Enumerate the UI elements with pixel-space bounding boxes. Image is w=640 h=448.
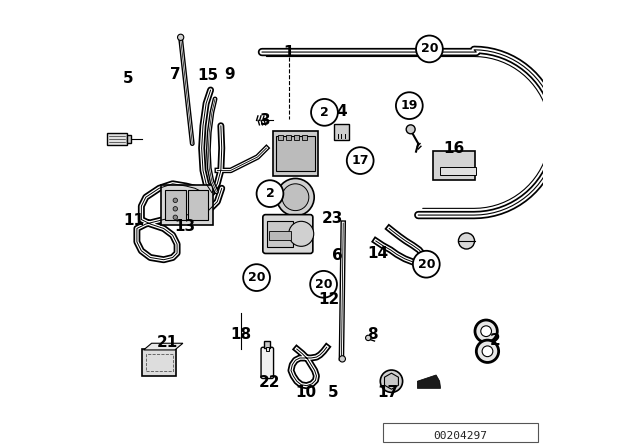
Text: 22: 22 [259,375,281,390]
Text: 5: 5 [123,71,133,86]
Text: 19: 19 [401,99,418,112]
Circle shape [276,178,314,216]
Circle shape [282,184,309,211]
Polygon shape [385,373,399,389]
FancyBboxPatch shape [273,131,318,176]
Circle shape [380,370,403,392]
Text: 20: 20 [417,258,435,271]
FancyBboxPatch shape [294,135,300,140]
FancyBboxPatch shape [107,133,127,146]
Text: 3: 3 [260,113,271,128]
FancyBboxPatch shape [302,135,307,140]
Text: 00204297: 00204297 [434,431,488,441]
Text: 10: 10 [295,385,316,401]
Circle shape [347,147,374,174]
Text: 21: 21 [157,335,178,350]
Circle shape [243,264,270,291]
Text: 23: 23 [322,211,343,226]
Circle shape [482,346,493,357]
Text: 12: 12 [318,293,340,307]
Circle shape [257,180,284,207]
Text: 13: 13 [175,219,196,234]
FancyBboxPatch shape [266,347,269,351]
Text: 2: 2 [490,332,500,348]
Text: 8: 8 [367,327,378,342]
Circle shape [406,125,415,134]
Text: 2: 2 [320,106,329,119]
Circle shape [481,326,492,336]
Text: 20: 20 [315,278,332,291]
Text: 7: 7 [170,67,180,82]
Circle shape [396,92,423,119]
Text: 9: 9 [225,67,235,82]
Text: 20: 20 [420,43,438,56]
Text: 2: 2 [266,187,275,200]
Text: 17: 17 [351,154,369,167]
Text: 18: 18 [230,327,251,342]
FancyBboxPatch shape [334,125,349,140]
FancyBboxPatch shape [278,135,284,140]
FancyBboxPatch shape [127,135,131,143]
Circle shape [289,221,314,246]
Polygon shape [143,343,183,350]
Circle shape [475,320,497,342]
FancyBboxPatch shape [440,167,476,175]
Circle shape [339,356,346,362]
Text: 4: 4 [336,104,347,119]
FancyBboxPatch shape [269,231,291,240]
FancyBboxPatch shape [286,135,291,140]
FancyBboxPatch shape [261,347,273,379]
Text: 6: 6 [332,248,342,263]
Circle shape [173,207,177,211]
Circle shape [310,271,337,297]
Circle shape [177,34,184,40]
FancyBboxPatch shape [276,137,315,171]
FancyBboxPatch shape [161,185,213,225]
Circle shape [311,99,338,126]
Circle shape [476,340,499,362]
Circle shape [173,215,177,220]
FancyBboxPatch shape [268,221,293,247]
FancyBboxPatch shape [188,190,209,220]
Text: 11: 11 [123,213,144,228]
Circle shape [365,335,371,340]
FancyBboxPatch shape [433,151,475,180]
Polygon shape [417,375,440,388]
Text: 5: 5 [328,385,339,401]
Text: 1: 1 [284,44,294,60]
Text: 17: 17 [378,385,399,401]
FancyBboxPatch shape [164,190,186,220]
Circle shape [458,233,474,249]
Text: 15: 15 [197,68,218,83]
Text: 16: 16 [444,141,465,155]
Text: 20: 20 [248,271,266,284]
FancyBboxPatch shape [264,341,271,348]
Circle shape [416,35,443,62]
Text: 14: 14 [367,246,388,261]
FancyBboxPatch shape [142,349,176,376]
Circle shape [413,251,440,278]
FancyBboxPatch shape [263,215,313,254]
Circle shape [173,198,177,202]
